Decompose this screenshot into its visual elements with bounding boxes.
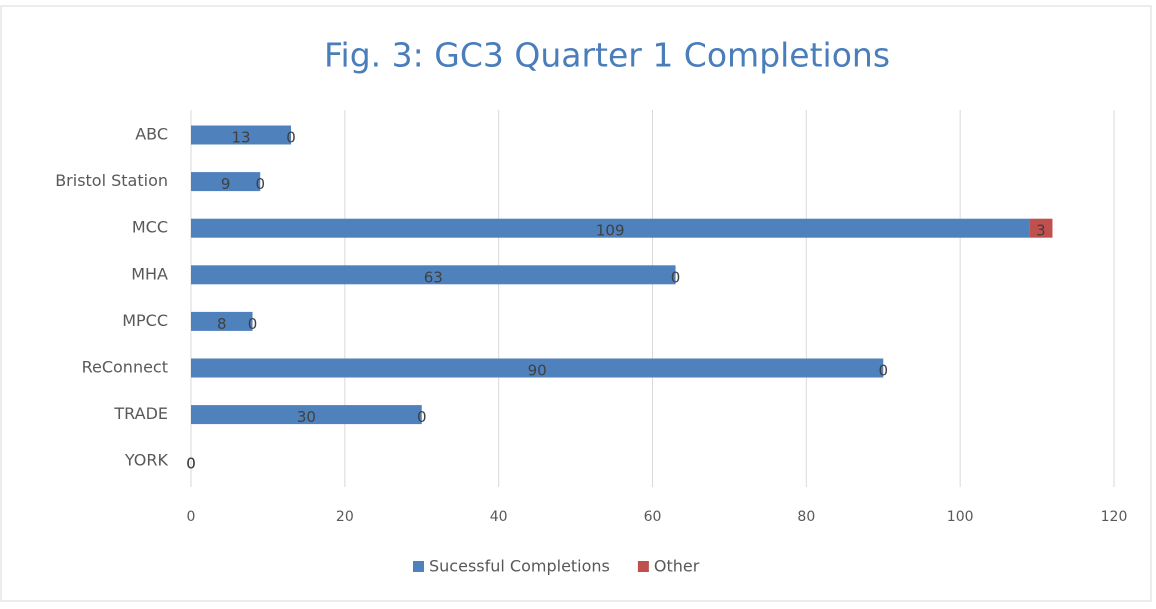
y-tick-label: YORK bbox=[124, 451, 169, 470]
data-label: 13 bbox=[231, 129, 250, 147]
y-tick-label: TRADE bbox=[113, 404, 168, 423]
data-label: 8 bbox=[217, 315, 227, 333]
y-tick-label: MPCC bbox=[122, 311, 168, 330]
data-label: 0 bbox=[248, 315, 258, 333]
bar bbox=[191, 358, 884, 378]
bar bbox=[191, 265, 676, 285]
legend-label: Sucessful Completions bbox=[429, 557, 610, 576]
data-label: 0 bbox=[878, 362, 888, 380]
data-label: 109 bbox=[596, 222, 625, 240]
legend-label: Other bbox=[654, 557, 700, 576]
x-tick-label: 100 bbox=[947, 509, 974, 525]
legend-swatch bbox=[413, 561, 424, 572]
data-label: 3 bbox=[1036, 222, 1046, 240]
bar bbox=[1029, 218, 1053, 238]
data-label: 0 bbox=[186, 455, 196, 473]
data-label: 0 bbox=[671, 268, 681, 286]
bar bbox=[191, 218, 1030, 238]
y-tick-label: MHA bbox=[131, 264, 168, 283]
x-tick-label: 60 bbox=[644, 509, 662, 525]
bar bbox=[191, 172, 261, 192]
x-tick-label: 20 bbox=[336, 509, 354, 525]
data-label: 0 bbox=[417, 408, 427, 426]
bar bbox=[191, 405, 422, 425]
y-tick-label: MCC bbox=[132, 218, 168, 237]
data-label: 0 bbox=[255, 175, 265, 193]
chart-frame bbox=[0, 5, 1152, 602]
chart-title: Fig. 3: GC3 Quarter 1 Completions bbox=[324, 36, 890, 75]
x-tick-label: 40 bbox=[490, 509, 508, 525]
data-label: 9 bbox=[221, 175, 231, 193]
bar bbox=[191, 125, 291, 145]
data-label: 30 bbox=[297, 408, 316, 426]
bar bbox=[191, 311, 253, 331]
y-tick-label: ReConnect bbox=[82, 358, 168, 377]
legend-swatch bbox=[637, 561, 649, 572]
x-tick-label: 120 bbox=[1101, 509, 1128, 525]
x-tick-label: 80 bbox=[797, 509, 815, 525]
data-label: 0 bbox=[286, 129, 296, 147]
data-label: 0 bbox=[186, 455, 196, 473]
data-label: 90 bbox=[528, 362, 547, 380]
y-tick-label: ABC bbox=[135, 125, 168, 144]
y-tick-label: Bristol Station bbox=[55, 171, 168, 190]
data-label: 63 bbox=[424, 268, 443, 286]
x-tick-label: 0 bbox=[187, 509, 196, 525]
